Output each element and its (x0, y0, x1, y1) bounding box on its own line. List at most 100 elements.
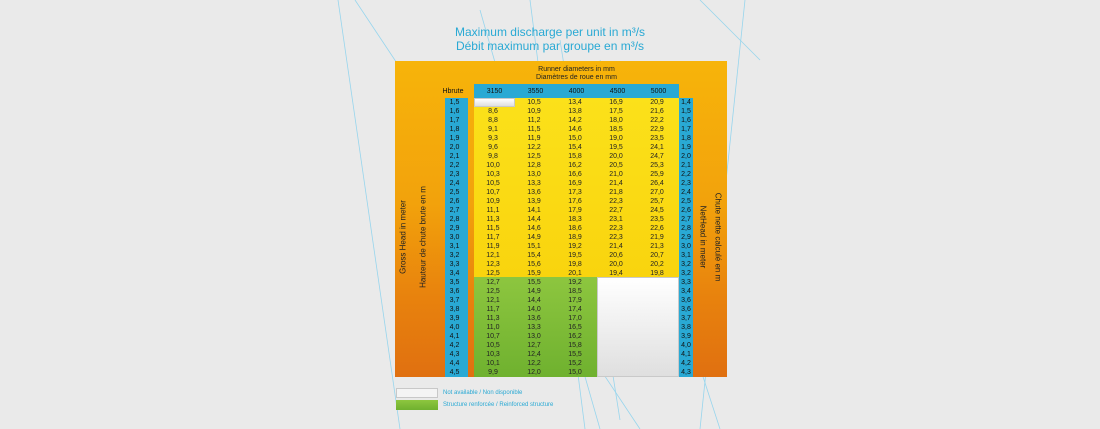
gross-head-cell: 3,4 (449, 270, 460, 277)
net-head-cell: 4,0 (681, 342, 691, 349)
value-cell-3550: 15,5 (527, 279, 541, 286)
value-cell-3550: 13,0 (527, 333, 541, 340)
gross-head-cell: 4,3 (449, 351, 460, 358)
value-cell-4000: 16,9 (568, 180, 582, 187)
value-cell-5000: 24,5 (650, 207, 664, 214)
gross-head-label-en: Gross Head in meter (398, 200, 408, 274)
value-cell-3550: 12,2 (527, 144, 541, 151)
value-cell-3550: 15,9 (527, 270, 541, 277)
value-cell-4500: 19,4 (609, 270, 623, 277)
legend-label-reinforced: Structure renforcée / Reinforced structu… (443, 402, 554, 408)
value-cell-4000: 16,5 (568, 324, 582, 331)
runner-label-fr: Diamètres de roue en mm (536, 74, 617, 81)
net-head-column (679, 98, 693, 377)
diameter-header-4500: 4500 (609, 88, 626, 95)
value-cell-4500: 19,5 (609, 144, 623, 151)
diameter-header-3550: 3550 (527, 88, 544, 95)
value-cell-4000: 18,3 (568, 216, 582, 223)
value-cell-4000: 17,9 (568, 207, 582, 214)
value-cell-3150: 12,1 (486, 252, 500, 259)
diameter-header-4000: 4000 (568, 88, 585, 95)
value-cell-3150: 12,3 (486, 261, 500, 268)
value-cell-5000: 25,9 (650, 171, 664, 178)
value-cell-5000: 20,2 (650, 261, 664, 268)
gross-head-cell: 4,2 (449, 342, 460, 349)
net-head-cell: 1,6 (681, 117, 691, 124)
value-cell-4500: 18,5 (609, 126, 623, 133)
value-cell-3150: 10,5 (486, 342, 500, 349)
net-head-cell: 3,2 (681, 261, 691, 268)
gross-head-cell: 2,9 (449, 225, 460, 232)
diameter-header-3150: 3150 (486, 88, 503, 95)
net-head-cell: 2,4 (681, 189, 691, 196)
value-cell-3150: 9,8 (488, 153, 498, 160)
gross-head-cell: 3,9 (449, 315, 460, 322)
value-cell-4000: 20,1 (568, 270, 582, 277)
value-cell-4000: 16,2 (568, 333, 582, 340)
legend-swatch-reinforced (396, 400, 438, 410)
value-cell-3550: 12,4 (527, 351, 541, 358)
value-cell-5000: 21,6 (650, 108, 664, 115)
value-cell-4000: 17,0 (568, 315, 582, 322)
value-cell-3550: 15,6 (527, 261, 541, 268)
value-cell-3550: 14,4 (527, 297, 541, 304)
gross-head-cell: 2,7 (449, 207, 460, 214)
gross-head-cell: 3,5 (449, 279, 460, 286)
value-cell-5000: 21,9 (650, 234, 664, 241)
net-head-cell: 2,5 (681, 198, 691, 205)
net-head-cell: 2,1 (681, 162, 691, 169)
net-head-cell: 1,8 (681, 135, 691, 142)
value-cell-5000: 26,4 (650, 180, 664, 187)
value-cell-3550: 14,6 (527, 225, 541, 232)
gross-head-cell: 4,5 (449, 369, 460, 376)
value-cell-3550: 15,1 (527, 243, 541, 250)
value-cell-4000: 15,0 (568, 369, 582, 376)
gross-head-cell: 3,8 (449, 306, 460, 313)
value-cell-5000: 23,5 (650, 216, 664, 223)
net-head-cell: 3,6 (681, 306, 691, 313)
value-cell-4500: 21,0 (609, 171, 623, 178)
net-head-cell: 2,9 (681, 234, 691, 241)
chart-title-fr: Débit maximum par groupe en m³/s (455, 39, 645, 53)
gross-head-cell: 2,8 (449, 216, 460, 223)
gross-head-cell: 2,4 (449, 180, 460, 187)
value-cell-4000: 17,4 (568, 306, 582, 313)
net-head-cell: 2,8 (681, 225, 691, 232)
reinforced-zone (474, 277, 597, 377)
value-cell-4500: 22,3 (609, 198, 623, 205)
net-head-cell: 3,8 (681, 324, 691, 331)
value-cell-3150: 11,7 (486, 234, 500, 241)
value-cell-5000: 19,8 (650, 270, 664, 277)
gross-head-cell: 3,6 (449, 288, 460, 295)
value-cell-4000: 14,6 (568, 126, 582, 133)
gross-head-cell: 2,0 (449, 144, 460, 151)
value-cell-4000: 13,8 (568, 108, 582, 115)
value-cell-3150: 12,5 (486, 288, 500, 295)
value-cell-4000: 18,9 (568, 234, 582, 241)
gross-head-cell: 1,8 (449, 126, 460, 133)
value-cell-4000: 15,0 (568, 135, 582, 142)
value-cell-3150: 8,8 (488, 117, 498, 124)
net-head-cell: 3,9 (681, 333, 691, 340)
net-head-cell: 4,3 (681, 369, 691, 376)
net-head-cell: 3,4 (681, 288, 691, 295)
gross-head-label-fr: Hauteur de chute brute en m (418, 186, 428, 288)
value-cell-3150: 11,1 (486, 207, 500, 214)
runner-label-en: Runner diameters in mm (538, 66, 615, 73)
gross-head-cell: 1,6 (449, 108, 460, 115)
value-cell-5000: 22,2 (650, 117, 664, 124)
value-cell-3150: 9,9 (488, 369, 498, 376)
gross-head-cell: 3,0 (449, 234, 460, 241)
value-cell-4500: 20,5 (609, 162, 623, 169)
gross-head-cell: 2,3 (449, 171, 460, 178)
unavailable-cell-top (474, 98, 515, 107)
net-head-cell: 4,1 (681, 351, 691, 358)
value-cell-3550: 11,2 (527, 117, 541, 124)
gross-head-cell: 3,7 (449, 297, 460, 304)
value-cell-5000: 24,1 (650, 144, 664, 151)
value-cell-3550: 15,4 (527, 252, 541, 259)
value-cell-5000: 22,9 (650, 126, 664, 133)
runner-diameters-label: Runner diameters in mm Diamètres de roue… (474, 66, 679, 82)
value-cell-3150: 8,6 (488, 108, 498, 115)
standard-zone (474, 98, 679, 277)
